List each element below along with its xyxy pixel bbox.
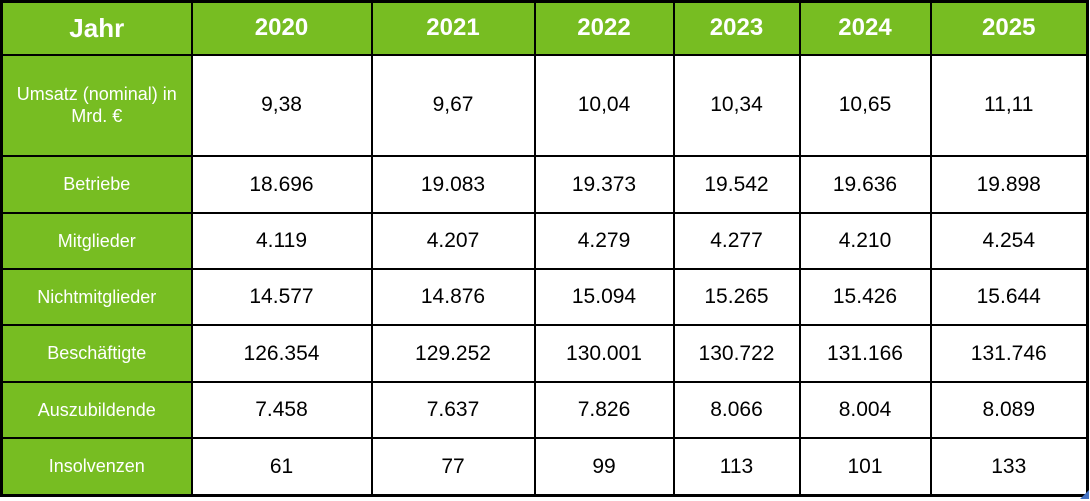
corner-header-jahr: Jahr xyxy=(0,0,193,56)
data-cell: 15.644 xyxy=(929,268,1089,327)
year-header-2024: 2024 xyxy=(798,0,932,56)
data-cell: 4.279 xyxy=(533,211,675,271)
year-header-2025: 2025 xyxy=(929,0,1089,56)
row-label-auszubildende: Auszubildende xyxy=(0,380,193,440)
data-cell: 15.094 xyxy=(533,268,675,327)
data-cell: 18.696 xyxy=(190,155,373,214)
data-cell: 4.254 xyxy=(929,211,1089,271)
data-cell: 99 xyxy=(533,437,675,497)
data-cell: 101 xyxy=(798,437,932,497)
data-cell: 9,67 xyxy=(370,53,536,158)
data-cell: 7.458 xyxy=(190,380,373,440)
table-row-auszubildende: Auszubildende 7.458 7.637 7.826 8.066 8.… xyxy=(0,380,1089,440)
data-cell: 15.426 xyxy=(798,268,932,327)
row-label-betriebe: Betriebe xyxy=(0,155,193,214)
data-cell: 19.083 xyxy=(370,155,536,214)
data-cell: 4.207 xyxy=(370,211,536,271)
data-cell: 8.089 xyxy=(929,380,1089,440)
row-label-beschaeftigte: Beschäftigte xyxy=(0,324,193,383)
data-cell: 10,04 xyxy=(533,53,675,158)
data-cell: 7.826 xyxy=(533,380,675,440)
data-cell: 126.354 xyxy=(190,324,373,383)
data-cell: 133 xyxy=(929,437,1089,497)
table-row-umsatz: Umsatz (nominal) in Mrd. € 9,38 9,67 10,… xyxy=(0,53,1089,158)
table-row-betriebe: Betriebe 18.696 19.083 19.373 19.542 19.… xyxy=(0,155,1089,214)
data-cell: 10,65 xyxy=(798,53,932,158)
data-cell: 4.210 xyxy=(798,211,932,271)
row-label-insolvenzen: Insolvenzen xyxy=(0,437,193,497)
data-cell: 19.373 xyxy=(533,155,675,214)
table-row-mitglieder: Mitglieder 4.119 4.207 4.279 4.277 4.210… xyxy=(0,211,1089,271)
table-row-beschaeftigte: Beschäftigte 126.354 129.252 130.001 130… xyxy=(0,324,1089,383)
row-label-umsatz: Umsatz (nominal) in Mrd. € xyxy=(0,53,193,158)
data-cell: 14.876 xyxy=(370,268,536,327)
data-cell: 19.898 xyxy=(929,155,1089,214)
data-cell: 113 xyxy=(672,437,801,497)
year-header-2023: 2023 xyxy=(672,0,801,56)
data-cell: 4.119 xyxy=(190,211,373,271)
data-cell: 19.542 xyxy=(672,155,801,214)
year-header-2021: 2021 xyxy=(370,0,536,56)
row-label-nichtmitglieder: Nichtmitglieder xyxy=(0,268,193,327)
data-cell: 11,11 xyxy=(929,53,1089,158)
data-cell: 129.252 xyxy=(370,324,536,383)
year-header-2020: 2020 xyxy=(190,0,373,56)
data-cell: 19.636 xyxy=(798,155,932,214)
data-cell: 77 xyxy=(370,437,536,497)
data-cell: 7.637 xyxy=(370,380,536,440)
data-cell: 130.722 xyxy=(672,324,801,383)
table-row-insolvenzen: Insolvenzen 61 77 99 113 101 133 xyxy=(0,437,1089,497)
table-row-nichtmitglieder: Nichtmitglieder 14.577 14.876 15.094 15.… xyxy=(0,268,1089,327)
row-label-mitglieder: Mitglieder xyxy=(0,211,193,271)
data-cell: 15.265 xyxy=(672,268,801,327)
data-cell: 131.746 xyxy=(929,324,1089,383)
data-cell: 9,38 xyxy=(190,53,373,158)
data-cell: 8.066 xyxy=(672,380,801,440)
data-cell: 14.577 xyxy=(190,268,373,327)
resize-handle-icon[interactable] xyxy=(1080,490,1089,499)
data-cell: 10,34 xyxy=(672,53,801,158)
data-cell: 131.166 xyxy=(798,324,932,383)
year-header-2022: 2022 xyxy=(533,0,675,56)
data-cell: 4.277 xyxy=(672,211,801,271)
data-cell: 61 xyxy=(190,437,373,497)
data-cell: 8.004 xyxy=(798,380,932,440)
data-cell: 130.001 xyxy=(533,324,675,383)
table-header-row: Jahr 2020 2021 2022 2023 2024 2025 xyxy=(0,0,1089,56)
